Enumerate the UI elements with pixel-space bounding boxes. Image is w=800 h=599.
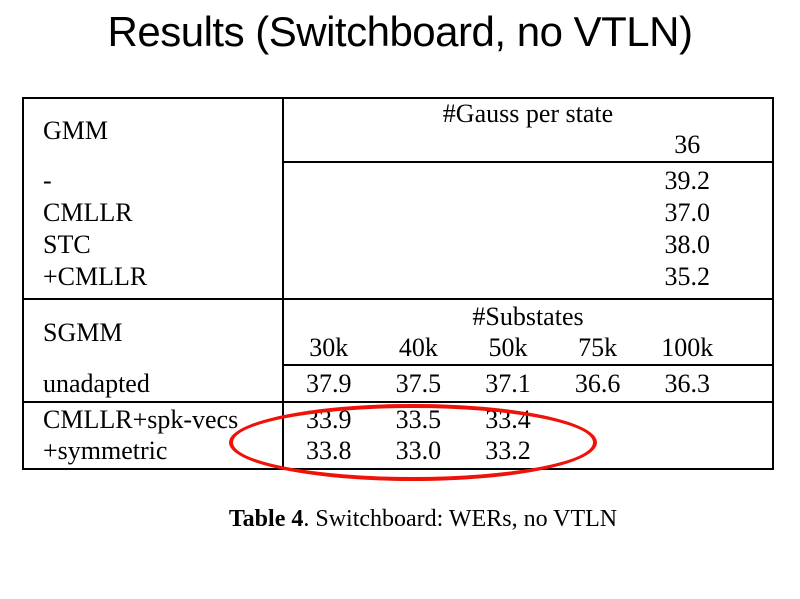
row-label: CMLLR [43,198,133,227]
table-cell-empty [553,129,643,161]
column-header: 30k [309,333,349,362]
column-header: 50k [488,333,528,362]
cell-value: 37.1 [485,369,531,398]
row-label: CMLLR+spk-vecs [43,405,239,434]
gmm-row-header: GMM [43,116,109,145]
sgmm-row-header: SGMM [43,318,123,347]
substates-header: #Substates [472,302,584,331]
table-row: 35.2 [284,261,772,293]
gauss-count-value: 36 [674,130,701,159]
column-header: 40k [398,333,438,362]
table-cell-empty [553,261,643,293]
red-ellipse-annotation [229,404,597,481]
gauss-per-state-header: #Gauss per state [442,99,614,128]
table-row: 37.9 37.5 37.1 36.6 36.3 [284,366,772,401]
substates-column-headers: 30k 40k 50k 75k 100k [284,332,772,364]
table-row: 39.2 [284,165,772,197]
sgmm-section: SGMM unadapted #Substates 30k 40k 50k 75… [24,300,772,403]
table-cell-empty [284,261,374,293]
row-label: +CMLLR [43,262,148,291]
table-cell-empty [284,129,374,161]
column-header: 100k [661,333,714,362]
table-cell-empty [642,435,732,466]
table-row: 38.0 [284,229,772,261]
sgmm-section-left: SGMM unadapted [24,300,284,401]
table-row: 37.0 [284,197,772,229]
table-cell-empty [463,261,553,293]
table-cell-empty [374,197,464,229]
table-cell-empty [553,229,643,261]
table-cell-empty [463,165,553,197]
table-cell-empty [374,261,464,293]
sgmm-section-right: #Substates 30k 40k 50k 75k 100k 37.9 37.… [284,300,772,401]
table-cell-empty [284,197,374,229]
row-label: unadapted [43,369,150,398]
table-cell-empty [284,229,374,261]
table-cell-empty [463,129,553,161]
results-table: GMM - CMLLR STC +CMLLR #Gauss per state [22,97,774,470]
caption-text: . Switchboard: WERs, no VTLN [303,506,618,532]
cell-value: 37.9 [306,369,352,398]
gmm-values: 39.2 37.0 38.0 [284,165,772,293]
table-caption: Table 4. Switchboard: WERs, no VTLN [46,504,800,534]
cell-value: 37.5 [395,369,442,398]
cell-value: 36.3 [664,369,710,398]
column-header: 75k [578,333,618,362]
row-label: +symmetric [43,436,168,465]
gmm-section-right: #Gauss per state 36 3 [284,99,772,298]
gmm-section-left: GMM - CMLLR STC +CMLLR [24,99,284,298]
row-label: STC [43,230,91,259]
gmm-row-labels: - CMLLR STC +CMLLR [43,165,282,293]
cell-value: 36.6 [574,369,621,398]
gmm-section: GMM - CMLLR STC +CMLLR #Gauss per state [24,99,772,300]
cell-value: 37.0 [664,198,710,227]
substates-header-block: #Substates 30k 40k 50k 75k 100k [284,300,772,366]
gauss-count-row: 36 [284,129,772,161]
table-cell-empty [463,229,553,261]
table-cell-empty [553,165,643,197]
table-cell-empty [642,404,732,435]
table-cell-empty [463,197,553,229]
cell-value: 35.2 [664,262,710,291]
table-cell-empty [553,197,643,229]
slide-title: Results (Switchboard, no VTLN) [107,8,693,55]
table-cell-empty [374,129,464,161]
table-cell-empty [284,165,374,197]
caption-label: Table 4 [228,506,304,532]
table-cell-empty [374,165,464,197]
table-cell-empty [374,229,464,261]
row-label: - [43,166,52,195]
cell-value: 39.2 [664,166,710,195]
gauss-header-block: #Gauss per state 36 [284,99,772,163]
adapted-section-left: CMLLR+spk-vecs +symmetric [24,403,284,468]
cell-value: 38.0 [664,230,710,259]
